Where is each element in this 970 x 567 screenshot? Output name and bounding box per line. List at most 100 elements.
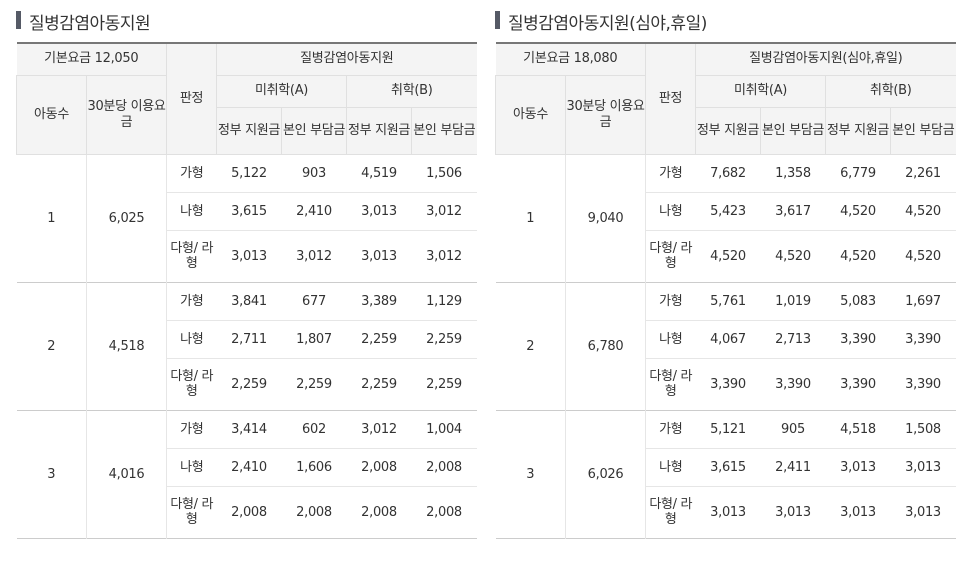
- gov-subsidy-header: 정부 지원금: [695, 106, 762, 155]
- table-row: 나형 2,711 1,807 2,259 2,259: [17, 319, 477, 358]
- fee-per-30min-cell: 4,518: [86, 281, 168, 410]
- children-count-cell: 1: [16, 153, 87, 282]
- fee-table: 기본요금 18,080 판정 질병감염아동지원(심야,휴일) 아동수 30분당 이용요금…: [495, 42, 956, 539]
- school-self-payment-cell: 3,390: [890, 357, 956, 410]
- table-row: 다형/ 라형 4,520 4,520 4,520 4,520: [496, 229, 956, 282]
- table-row: 2 6,780 가형 5,761 1,019 5,083 1,697: [495, 281, 956, 410]
- preschool-gov-subsidy-cell: 3,615: [695, 447, 761, 486]
- school-self-payment-cell: 3,013: [890, 485, 956, 538]
- preschool-self-payment-cell: 3,013: [760, 485, 826, 538]
- preschool-gov-subsidy-cell: 5,122: [216, 153, 282, 192]
- preschool-self-payment-cell: 903: [281, 153, 347, 192]
- children-count-cell: 1: [495, 153, 566, 282]
- table-row: 나형 2,410 1,606 2,008 2,008: [17, 447, 477, 486]
- preschool-gov-subsidy-cell: 5,761: [695, 281, 761, 320]
- children-count-header: 아동수: [495, 74, 566, 155]
- section-title-row: 질병감염아동지원(심야,휴일): [495, 0, 955, 42]
- preschool-gov-subsidy-cell: 2,008: [216, 485, 282, 538]
- school-gov-subsidy-cell: 3,013: [825, 447, 891, 486]
- table-row: 나형 4,067 2,713 3,390 3,390: [496, 319, 956, 358]
- table-row: 2 4,518 가형 3,841 677 3,389 1,129: [16, 281, 477, 410]
- school-gov-subsidy-cell: 2,259: [346, 319, 412, 358]
- table-row: 나형 5,423 3,617 4,520 4,520: [496, 191, 956, 230]
- judgment-type-cell: 다형/ 라형: [645, 229, 696, 282]
- gov-subsidy-header: 정부 지원금: [346, 106, 413, 155]
- children-count-header: 아동수: [16, 74, 87, 155]
- judgment-type-cell: 나형: [645, 447, 696, 486]
- school-gov-subsidy-cell: 6,779: [825, 153, 891, 192]
- preschool-gov-subsidy-cell: 2,410: [216, 447, 282, 486]
- preschool-group-header: 미취학(A): [695, 74, 827, 108]
- school-gov-subsidy-cell: 2,008: [346, 447, 412, 486]
- preschool-self-payment-cell: 2,411: [760, 447, 826, 486]
- fee-per-30min-cell: 6,780: [565, 281, 647, 410]
- school-gov-subsidy-cell: 3,013: [346, 229, 412, 282]
- school-self-payment-cell: 1,508: [890, 409, 956, 448]
- school-gov-subsidy-cell: 3,013: [346, 191, 412, 230]
- preschool-self-payment-cell: 3,390: [760, 357, 826, 410]
- self-payment-header: 본인 부담금: [760, 106, 827, 155]
- judgment-type-cell: 나형: [166, 319, 217, 358]
- judgment-type-cell: 가형: [166, 281, 217, 320]
- school-gov-subsidy-cell: 2,008: [346, 485, 412, 538]
- fee-per-30min-header: 30분당 이용요금: [85, 74, 168, 155]
- preschool-gov-subsidy-cell: 4,067: [695, 319, 761, 358]
- preschool-gov-subsidy-cell: 4,520: [695, 229, 761, 282]
- preschool-self-payment-cell: 602: [281, 409, 347, 448]
- preschool-self-payment-cell: 1,606: [281, 447, 347, 486]
- school-self-payment-cell: 2,259: [411, 357, 477, 410]
- preschool-gov-subsidy-cell: 3,615: [216, 191, 282, 230]
- judgment-type-cell: 가형: [166, 409, 217, 448]
- preschool-self-payment-cell: 2,410: [281, 191, 347, 230]
- school-self-payment-cell: 4,520: [890, 229, 956, 282]
- school-gov-subsidy-cell: 4,519: [346, 153, 412, 192]
- preschool-gov-subsidy-cell: 3,414: [216, 409, 282, 448]
- judgment-type-cell: 가형: [645, 409, 696, 448]
- school-gov-subsidy-cell: 2,259: [346, 357, 412, 410]
- school-self-payment-cell: 1,129: [411, 281, 477, 320]
- gov-subsidy-header: 정부 지원금: [216, 106, 283, 155]
- school-self-payment-cell: 3,390: [890, 319, 956, 358]
- preschool-self-payment-cell: 2,713: [760, 319, 826, 358]
- fee-per-30min-cell: 6,025: [86, 153, 168, 282]
- table-row: 3 6,026 가형 5,121 905 4,518 1,508: [495, 409, 956, 538]
- school-self-payment-cell: 1,506: [411, 153, 477, 192]
- school-gov-subsidy-cell: 4,520: [825, 229, 891, 282]
- preschool-self-payment-cell: 905: [760, 409, 826, 448]
- school-self-payment-cell: 2,259: [411, 319, 477, 358]
- table-row: 3 4,016 가형 3,414 602 3,012 1,004: [16, 409, 477, 538]
- table-row: 다형/ 라형 3,013 3,013 3,013 3,013: [496, 485, 956, 538]
- children-count-cell: 3: [495, 409, 566, 538]
- judgment-type-cell: 나형: [645, 191, 696, 230]
- section-title: 질병감염아동지원(심야,휴일): [508, 13, 707, 34]
- judgment-type-cell: 나형: [166, 191, 217, 230]
- fee-panel-standard: 질병감염아동지원 기본요금 12,050 판정 질병감염아동지원 아동수 30분당 이용요…: [16, 0, 477, 539]
- fee-per-30min-cell: 4,016: [86, 409, 168, 538]
- section-title-row: 질병감염아동지원: [16, 0, 476, 42]
- table-row: 나형 3,615 2,410 3,013 3,012: [17, 191, 477, 230]
- preschool-self-payment-cell: 3,617: [760, 191, 826, 230]
- judgment-type-cell: 나형: [645, 319, 696, 358]
- preschool-self-payment-cell: 3,012: [281, 229, 347, 282]
- school-group-header: 취학(B): [825, 74, 956, 108]
- title-marker-bar: [495, 11, 500, 29]
- judgment-type-cell: 다형/ 라형: [645, 485, 696, 538]
- school-gov-subsidy-cell: 4,520: [825, 191, 891, 230]
- preschool-self-payment-cell: 2,259: [281, 357, 347, 410]
- preschool-self-payment-cell: 4,520: [760, 229, 826, 282]
- judgment-type-cell: 다형/ 라형: [645, 357, 696, 410]
- school-gov-subsidy-cell: 4,518: [825, 409, 891, 448]
- section-header: 질병감염아동지원(심야,휴일): [695, 42, 956, 76]
- school-group-header: 취학(B): [346, 74, 477, 108]
- preschool-self-payment-cell: 2,008: [281, 485, 347, 538]
- school-gov-subsidy-cell: 3,013: [825, 485, 891, 538]
- table-row: 다형/ 라형 2,259 2,259 2,259 2,259: [17, 357, 477, 410]
- fee-table: 기본요금 12,050 판정 질병감염아동지원 아동수 30분당 이용요금 미취학(A) 취…: [16, 42, 477, 539]
- school-self-payment-cell: 2,008: [411, 485, 477, 538]
- preschool-self-payment-cell: 1,358: [760, 153, 826, 192]
- table-row: 1 9,040 가형 7,682 1,358 6,779 2,261: [495, 153, 956, 282]
- preschool-gov-subsidy-cell: 3,841: [216, 281, 282, 320]
- school-gov-subsidy-cell: 3,012: [346, 409, 412, 448]
- fee-per-30min-header: 30분당 이용요금: [564, 74, 647, 155]
- children-count-cell: 3: [16, 409, 87, 538]
